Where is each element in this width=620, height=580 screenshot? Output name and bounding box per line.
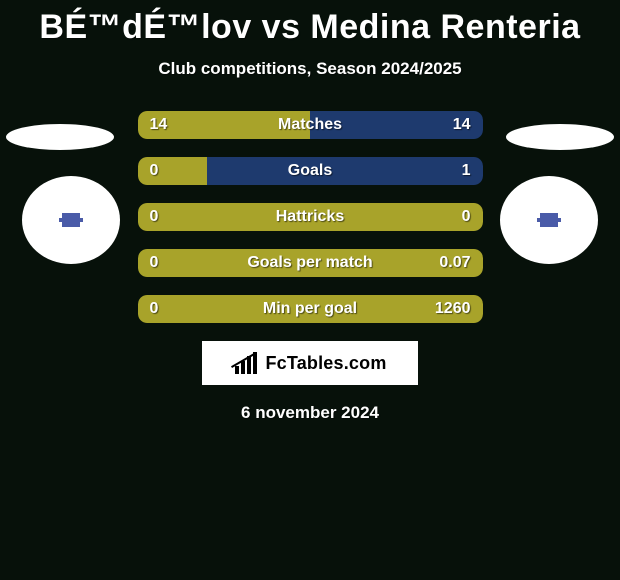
page-title: BÉ™dÉ™lov vs Medina Renteria [0, 0, 620, 47]
stat-row: Goals0 1 [138, 157, 483, 185]
stat-value-left: 0 [150, 157, 159, 185]
stat-label: Hattricks [138, 203, 483, 231]
stat-value-right: 0.07 [439, 249, 470, 277]
stat-label: Min per goal [138, 295, 483, 323]
stat-label: Matches [138, 111, 483, 139]
stat-label: Goals [138, 157, 483, 185]
stat-value-right: 1260 [435, 295, 471, 323]
stat-value-left: 0 [150, 295, 159, 323]
stat-row: Matches14 14 [138, 111, 483, 139]
stat-value-right: 1 [462, 157, 471, 185]
bar-chart-icon [233, 352, 259, 374]
stat-row: Hattricks0 0 [138, 203, 483, 231]
stat-value-left: 0 [150, 203, 159, 231]
stat-row: Min per goal0 1260 [138, 295, 483, 323]
page-subtitle: Club competitions, Season 2024/2025 [0, 59, 620, 79]
stat-value-left: 14 [150, 111, 168, 139]
stat-label: Goals per match [138, 249, 483, 277]
brand-box: FcTables.com [202, 341, 418, 385]
stat-bars: Matches1414Goals01Hattricks00Goals per m… [138, 111, 483, 323]
stats-area: Matches1414Goals01Hattricks00Goals per m… [0, 111, 620, 323]
stat-value-right: 0 [462, 203, 471, 231]
footer-date: 6 november 2024 [0, 403, 620, 423]
comparison-card: BÉ™dÉ™lov vs Medina Renteria Club compet… [0, 0, 620, 580]
stat-value-right: 14 [453, 111, 471, 139]
brand-text: FcTables.com [265, 353, 386, 374]
stat-row: Goals per match0 0.07 [138, 249, 483, 277]
stat-value-left: 0 [150, 249, 159, 277]
